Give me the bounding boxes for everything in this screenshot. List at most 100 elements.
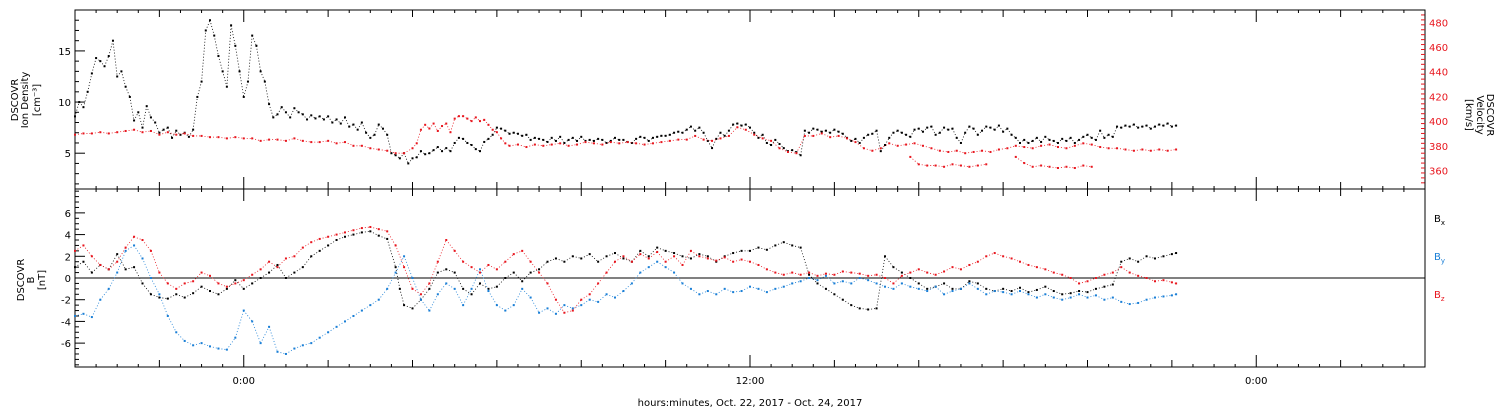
bx-trace — [412, 299, 422, 309]
density-trace — [340, 117, 346, 124]
bz-trace — [884, 277, 894, 284]
density-tick-label: 5 — [65, 149, 71, 160]
by-trace — [429, 294, 439, 311]
velocity-trace — [1133, 149, 1143, 152]
bz-trace — [116, 247, 126, 262]
density-trace — [973, 128, 979, 136]
bz-trace — [665, 255, 675, 263]
velocity-trace — [796, 135, 806, 154]
bz-trace — [656, 251, 666, 262]
bz-point — [1002, 255, 1005, 258]
bz-trace — [192, 272, 202, 282]
bz-trace — [733, 259, 742, 263]
bx-trace — [825, 288, 835, 295]
by-trace — [437, 283, 447, 295]
bx-trace — [1137, 255, 1147, 263]
density-trace — [462, 138, 468, 144]
bx-trace — [673, 252, 683, 257]
velocity-trace — [1041, 144, 1050, 147]
velocity-trace — [1116, 147, 1126, 150]
velocity-trace — [1032, 165, 1042, 168]
velocity-trace — [931, 147, 940, 152]
density-trace — [294, 107, 299, 113]
magnetic-field-panel: -6 -4 -2 0 2 4 6 DSCOVR B [nT] Bx By Bz — [16, 188, 1445, 368]
by-trace — [1163, 294, 1172, 297]
bx-trace — [184, 292, 194, 298]
velocity-trace — [133, 129, 143, 133]
bz-trace — [1011, 258, 1021, 263]
density-trace — [289, 108, 295, 118]
bx-trace — [986, 288, 995, 292]
velocity-trace — [462, 115, 468, 119]
density-trace — [395, 154, 401, 159]
bz-trace — [226, 283, 236, 288]
velocity-trace — [100, 131, 109, 134]
velocity-trace — [821, 133, 831, 138]
bx-trace — [783, 241, 793, 246]
density-trace — [222, 71, 228, 87]
density-axis-label-line1: DSCOVR — [10, 79, 21, 122]
bx-trace — [690, 253, 700, 259]
density-trace — [602, 139, 607, 144]
velocity-trace — [475, 117, 481, 122]
density-trace — [1112, 126, 1118, 137]
density-trace — [758, 134, 763, 139]
bx-trace — [597, 255, 607, 263]
bx-trace — [1011, 287, 1021, 292]
density-point — [926, 126, 929, 129]
bz-trace — [682, 250, 692, 266]
by-trace — [446, 283, 455, 290]
bx-trace — [834, 293, 844, 301]
bz-trace — [125, 236, 135, 248]
velocity-trace — [652, 141, 662, 144]
bx-point — [706, 255, 709, 258]
density-trace — [108, 40, 114, 57]
bz-trace — [395, 245, 405, 268]
velocity-trace — [585, 141, 594, 144]
field-axis-label-line2: B — [26, 276, 37, 283]
bx-trace — [707, 255, 717, 263]
by-trace — [707, 290, 717, 295]
density-trace — [1066, 137, 1071, 142]
velocity-trace — [1074, 165, 1084, 169]
by-trace — [935, 286, 945, 295]
bz-point — [1175, 282, 1178, 285]
density-trace — [327, 116, 333, 123]
bz-trace — [91, 256, 101, 266]
bz-trace — [361, 226, 371, 229]
bz-trace — [986, 252, 995, 257]
velocity-trace — [935, 165, 945, 168]
density-trace — [239, 71, 245, 98]
by-trace — [851, 277, 860, 284]
density-trace — [715, 132, 721, 140]
by-trace — [386, 272, 396, 290]
density-trace — [998, 125, 1004, 132]
bx-trace — [1028, 289, 1037, 293]
bx-trace — [884, 256, 894, 268]
bz-trace — [994, 252, 1004, 257]
bz-trace — [581, 293, 590, 301]
bx-trace — [682, 255, 692, 259]
by-trace — [538, 308, 548, 314]
bx-trace — [370, 230, 379, 237]
velocity-trace — [488, 124, 493, 131]
density-trace — [129, 96, 135, 121]
by-trace — [277, 351, 287, 355]
by-trace — [378, 288, 388, 300]
velocity-trace — [517, 144, 527, 148]
by-trace — [690, 288, 700, 295]
field-tick-label: -6 — [61, 339, 71, 350]
bx-trace — [496, 277, 506, 287]
by-trace — [547, 308, 557, 315]
by-trace — [564, 304, 573, 309]
by-trace — [1045, 293, 1054, 298]
by-trace — [99, 288, 110, 300]
bz-trace — [1003, 255, 1012, 259]
by-trace — [783, 283, 793, 288]
bx-trace — [935, 283, 945, 288]
bx-trace — [302, 256, 312, 268]
velocity-trace — [294, 138, 303, 142]
density-trace — [492, 127, 498, 135]
bx-trace — [1104, 284, 1113, 288]
velocity-trace — [150, 130, 160, 136]
